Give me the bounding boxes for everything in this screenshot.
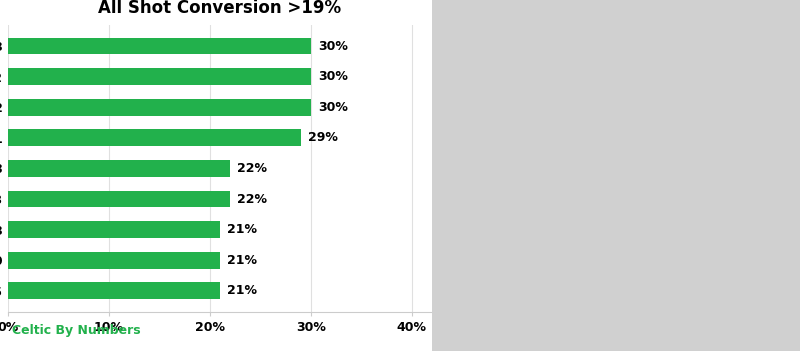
Bar — [8, 68, 311, 85]
Bar — [8, 283, 220, 299]
Bar — [8, 99, 311, 116]
Text: 30%: 30% — [318, 101, 348, 114]
Bar — [8, 160, 230, 177]
Text: 22%: 22% — [237, 162, 267, 175]
Text: 22%: 22% — [237, 193, 267, 206]
Bar — [8, 191, 230, 207]
Text: Celtic By Numbers: Celtic By Numbers — [12, 324, 141, 337]
Text: 21%: 21% — [227, 254, 257, 267]
Text: 29%: 29% — [308, 131, 338, 144]
Text: 30%: 30% — [318, 40, 348, 53]
Text: 30%: 30% — [318, 70, 348, 83]
Bar — [8, 130, 301, 146]
Bar — [8, 221, 220, 238]
Title: All Shot Conversion >19%: All Shot Conversion >19% — [98, 0, 342, 18]
Text: 21%: 21% — [227, 223, 257, 236]
Bar — [8, 38, 311, 54]
Text: 21%: 21% — [227, 284, 257, 297]
Bar — [8, 252, 220, 269]
